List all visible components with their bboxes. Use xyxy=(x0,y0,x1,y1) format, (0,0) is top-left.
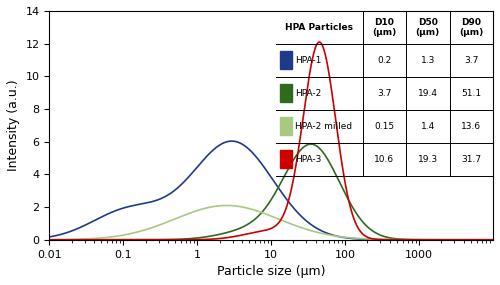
Y-axis label: Intensity (a.u.): Intensity (a.u.) xyxy=(7,80,20,171)
X-axis label: Particle size (μm): Particle size (μm) xyxy=(217,265,326,278)
